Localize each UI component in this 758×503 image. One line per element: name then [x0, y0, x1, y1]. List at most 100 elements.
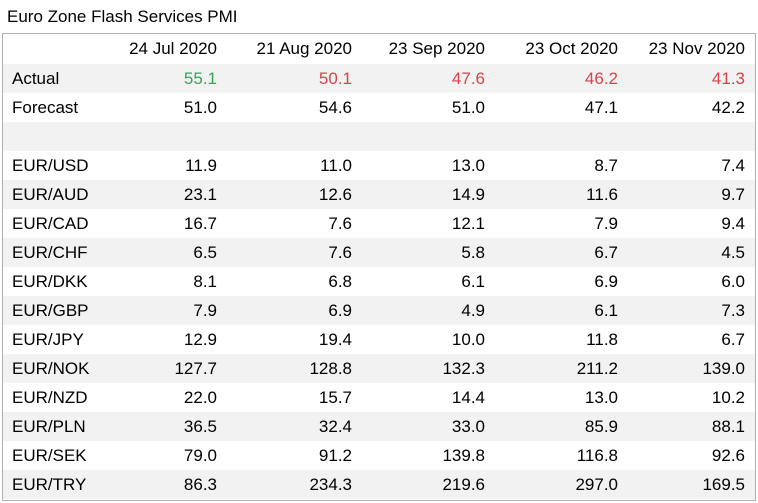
pair-value: 4.5 — [721, 242, 745, 262]
pair-value: 6.5 — [193, 242, 217, 262]
pair-value: 6.9 — [328, 300, 352, 320]
pair-value: 14.9 — [451, 184, 485, 204]
pair-value: 12.6 — [318, 184, 352, 204]
pair-value: 85.9 — [584, 416, 618, 436]
pair-label: EUR/USD — [12, 155, 89, 175]
pair-value: 211.2 — [576, 358, 618, 378]
pair-value: 91.2 — [318, 445, 352, 465]
table-row: EUR/JPY 12.9 19.4 10.0 11.8 6.7 — [3, 325, 755, 354]
pair-value: 7.9 — [594, 213, 618, 233]
actual-value: 50.1 — [318, 68, 352, 88]
pair-label: EUR/TRY — [12, 474, 87, 494]
pair-value: 86.3 — [183, 474, 217, 494]
pair-rows: EUR/USD 11.9 11.0 13.0 8.7 7.4 EUR/AUD 23.1 12.6… — [3, 151, 755, 499]
pair-value: 7.6 — [328, 242, 352, 262]
pair-label: EUR/NOK — [12, 358, 90, 378]
header-cell: 23 Nov 2020 — [648, 39, 745, 58]
pair-label: EUR/PLN — [12, 416, 86, 436]
pair-value: 7.9 — [193, 300, 217, 320]
table-row: EUR/USD 11.9 11.0 13.0 8.7 7.4 — [3, 151, 755, 180]
pair-value: 7.3 — [721, 300, 745, 320]
pair-value: 9.4 — [721, 213, 745, 233]
header-row: 24 Jul 2020 21 Aug 2020 23 Sep 2020 23 O… — [3, 34, 755, 64]
pair-value: 22.0 — [183, 387, 217, 407]
table-row: EUR/GBP 7.9 6.9 4.9 6.1 7.3 — [3, 296, 755, 325]
pair-value: 19.4 — [318, 329, 352, 349]
pair-value: 6.9 — [594, 271, 618, 291]
pair-value: 33.0 — [451, 416, 485, 436]
pair-value: 6.8 — [328, 271, 352, 291]
pair-label: EUR/SEK — [12, 445, 87, 465]
header-cell: 23 Oct 2020 — [525, 39, 618, 58]
table-title: Euro Zone Flash Services PMI — [7, 7, 238, 26]
pair-value: 79.0 — [183, 445, 217, 465]
pair-value: 7.4 — [721, 155, 745, 175]
table-row: EUR/CHF 6.5 7.6 5.8 6.7 4.5 — [3, 238, 755, 267]
actual-row: Actual 55.1 50.1 47.6 46.2 41.3 — [3, 64, 755, 93]
spacer-row — [3, 122, 755, 151]
pair-value: 132.3 — [442, 358, 485, 378]
header-cell: 21 Aug 2020 — [256, 39, 352, 58]
header-cell: 23 Sep 2020 — [388, 39, 485, 58]
pair-value: 11.9 — [185, 155, 217, 175]
table-row: EUR/AUD 23.1 12.6 14.9 11.6 9.7 — [3, 180, 755, 209]
pair-value: 6.1 — [461, 271, 485, 291]
pair-value: 12.1 — [451, 213, 485, 233]
pair-value: 127.7 — [174, 358, 217, 378]
forecast-value: 42.2 — [711, 97, 745, 117]
pair-value: 15.7 — [318, 387, 352, 407]
pair-value: 139.0 — [702, 358, 745, 378]
table-row: EUR/SEK 79.0 91.2 139.8 116.8 92.6 — [3, 441, 755, 470]
forecast-value: 51.0 — [451, 97, 485, 117]
pair-label: EUR/CHF — [12, 242, 88, 262]
pair-value: 13.0 — [451, 155, 485, 175]
forecast-value: 47.1 — [584, 97, 618, 117]
actual-value: 46.2 — [584, 68, 618, 88]
row-label: Actual — [12, 68, 60, 88]
pair-value: 8.7 — [594, 155, 618, 175]
pair-value: 88.1 — [711, 416, 745, 436]
actual-value: 47.6 — [451, 68, 485, 88]
pair-value: 11.8 — [586, 329, 618, 349]
pair-value: 6.1 — [594, 300, 618, 320]
actual-value: 55.1 — [183, 68, 217, 88]
pair-label: EUR/CAD — [12, 213, 89, 233]
pair-value: 9.7 — [721, 184, 745, 204]
pair-value: 5.8 — [461, 242, 485, 262]
table-row: EUR/NZD 22.0 15.7 14.4 13.0 10.2 — [3, 383, 755, 412]
pair-value: 116.8 — [576, 445, 618, 465]
pair-value: 6.7 — [594, 242, 618, 262]
pair-value: 6.7 — [721, 329, 745, 349]
pair-value: 128.8 — [309, 358, 352, 378]
pmi-table: 24 Jul 2020 21 Aug 2020 23 Sep 2020 23 O… — [2, 33, 756, 501]
forecast-value: 51.0 — [183, 97, 217, 117]
actual-value: 41.3 — [711, 68, 745, 88]
pair-value: 16.7 — [183, 213, 217, 233]
pair-value: 13.0 — [584, 387, 618, 407]
pair-value: 169.5 — [702, 474, 745, 494]
pair-value: 139.8 — [442, 445, 485, 465]
pair-label: EUR/DKK — [12, 271, 88, 291]
pair-value: 92.6 — [711, 445, 745, 465]
pair-value: 12.9 — [183, 329, 217, 349]
pair-value: 14.4 — [451, 387, 485, 407]
table-row: EUR/PLN 36.5 32.4 33.0 85.9 88.1 — [3, 412, 755, 441]
pair-value: 32.4 — [318, 416, 352, 436]
header-cell: 24 Jul 2020 — [129, 39, 217, 58]
pair-value: 11.6 — [586, 184, 618, 204]
pair-value: 6.0 — [721, 271, 745, 291]
pair-value: 10.0 — [451, 329, 485, 349]
pair-label: EUR/NZD — [12, 387, 88, 407]
pair-label: EUR/JPY — [12, 329, 84, 349]
pair-value: 7.6 — [328, 213, 352, 233]
pair-value: 36.5 — [183, 416, 217, 436]
table-row: EUR/CAD 16.7 7.6 12.1 7.9 9.4 — [3, 209, 755, 238]
row-label: Forecast — [12, 97, 79, 117]
pair-value: 297.0 — [575, 474, 618, 494]
forecast-row: Forecast 51.0 54.6 51.0 47.1 42.2 — [3, 93, 755, 122]
forecast-value: 54.6 — [318, 97, 352, 117]
pair-value: 23.1 — [183, 184, 217, 204]
table-row: EUR/TRY 86.3 234.3 219.6 297.0 169.5 — [3, 470, 755, 499]
pair-value: 11.0 — [320, 155, 352, 175]
table-row: EUR/DKK 8.1 6.8 6.1 6.9 6.0 — [3, 267, 755, 296]
